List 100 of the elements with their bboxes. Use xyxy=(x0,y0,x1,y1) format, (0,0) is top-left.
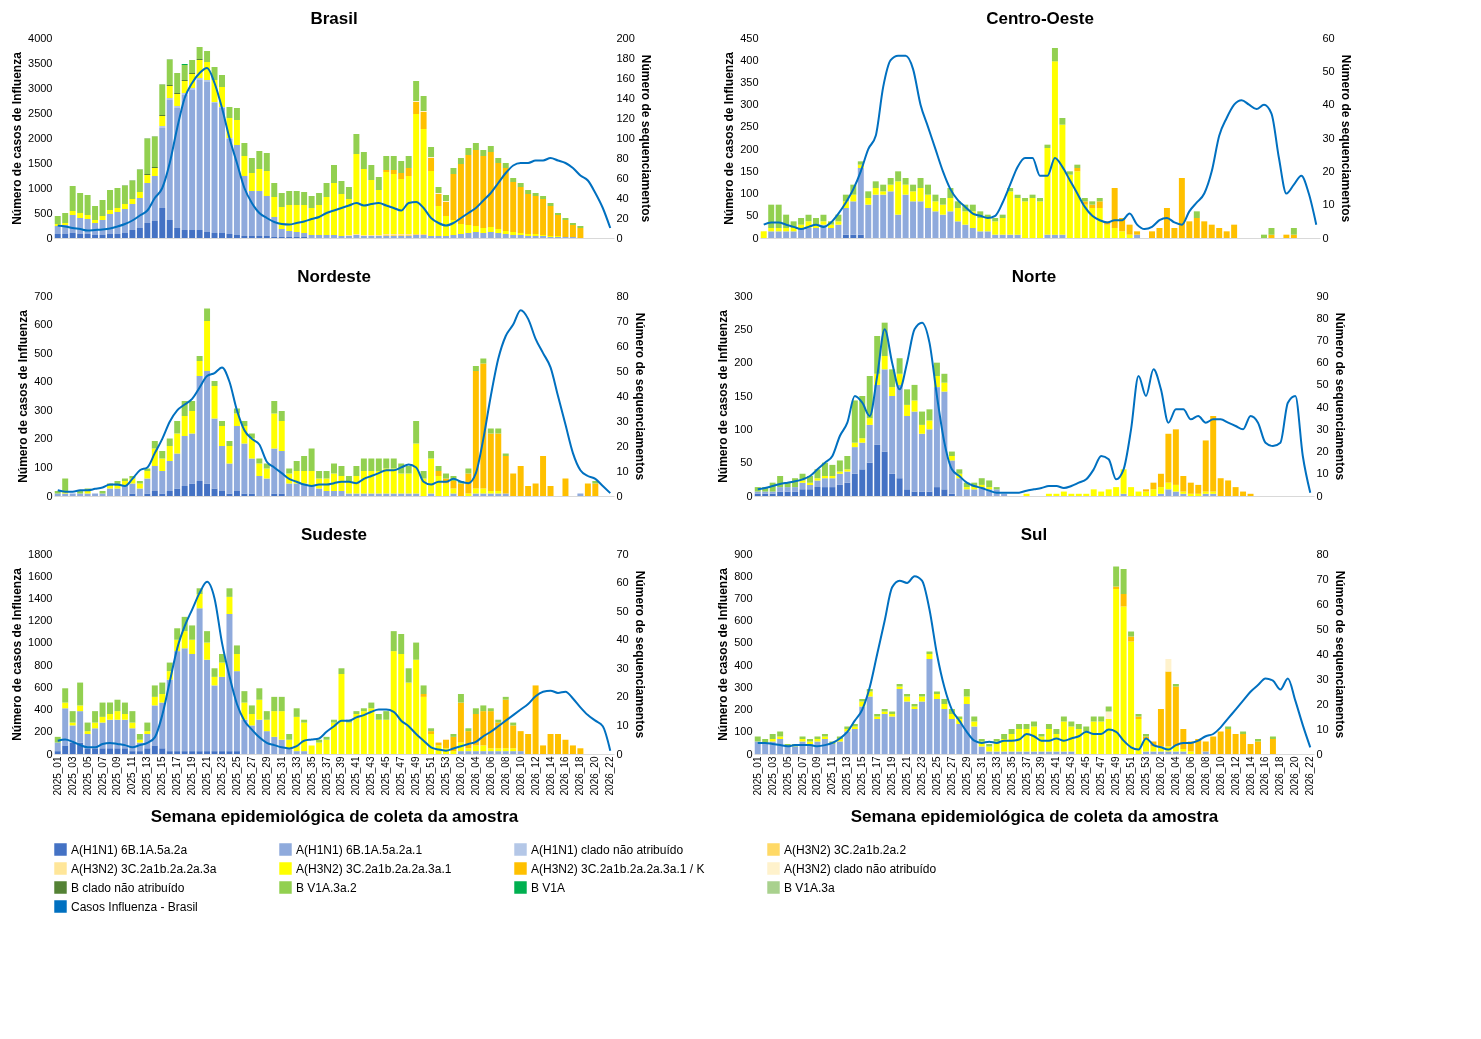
y-tick-label: 100 xyxy=(740,187,759,200)
x-tick-label: 2025_15 xyxy=(856,756,868,796)
y2-tick-label: 40 xyxy=(616,389,629,402)
y-tick-label: 1400 xyxy=(28,591,53,604)
chart-title: Nordeste xyxy=(297,267,371,286)
y2-tick-label: 40 xyxy=(616,191,629,204)
legend-label: A(H1N1) clado não atribuído xyxy=(531,842,684,857)
x-tick-label: 2026_20 xyxy=(589,756,601,796)
y-tick-label: 0 xyxy=(746,747,753,760)
y2-tick-label: 70 xyxy=(1316,572,1329,585)
y-tick-label: 50 xyxy=(746,209,759,222)
y2-tick-label: 40 xyxy=(616,633,629,646)
y2-tick-label: 120 xyxy=(616,111,635,124)
x-tick-label: 2025_51 xyxy=(425,756,437,796)
y2-tick-label: 30 xyxy=(1316,422,1329,435)
y-tick-label: 100 xyxy=(734,725,753,738)
y2-tick-label: 20 xyxy=(1322,164,1335,177)
legend-label: A(H1N1) 6B.1A.5a.2a xyxy=(71,842,188,857)
y-tick-label: 200 xyxy=(734,703,753,716)
x-tick-label: 2025_39 xyxy=(335,756,347,796)
y-tick-label: 900 xyxy=(734,547,753,560)
y-tick-label: 600 xyxy=(34,318,53,331)
y2-axis-title: Número de sequenciamentos xyxy=(632,312,647,481)
y2-tick-label: 60 xyxy=(1322,31,1335,44)
y2-tick-label: 80 xyxy=(616,151,629,164)
y-tick-label: 300 xyxy=(734,289,753,302)
y2-tick-label: 0 xyxy=(1316,747,1323,760)
x-tick-label: 2025_27 xyxy=(945,756,957,796)
y2-tick-label: 20 xyxy=(1316,445,1329,458)
y-axis-title: Número de casos de Influenza xyxy=(716,309,731,483)
x-tick-label: 2025_51 xyxy=(1125,756,1137,796)
y-tick-label: 200 xyxy=(34,432,53,445)
y2-axis-title: Número de sequenciamentos xyxy=(632,570,647,739)
y2-tick-label: 50 xyxy=(1322,64,1335,77)
y2-tick-label: 30 xyxy=(1316,672,1329,685)
y-tick-label: 400 xyxy=(740,53,759,66)
x-tick-label: 2025_13 xyxy=(841,756,853,796)
x-tick-label: 2025_29 xyxy=(260,756,272,796)
y2-tick-label: 60 xyxy=(1316,597,1329,610)
x-tick-label: 2025_47 xyxy=(395,756,407,796)
x-tick-label: 2026_06 xyxy=(484,756,496,796)
y2-tick-label: 140 xyxy=(616,91,635,104)
x-tick-label: 2025_39 xyxy=(1035,756,1047,796)
chart-title: Sul xyxy=(1020,525,1048,544)
x-tick-label: 2025_11 xyxy=(826,756,838,795)
y-tick-label: 100 xyxy=(734,422,753,435)
y-tick-label: 3500 xyxy=(28,56,53,69)
legend-label: A(H3N2) 3C.2a1b.2a.2 xyxy=(784,842,907,857)
chart-title: Norte xyxy=(1011,267,1057,286)
x-tick-label: 2025_33 xyxy=(290,756,302,796)
y-tick-label: 1000 xyxy=(28,636,53,649)
y-tick-label: 400 xyxy=(34,703,53,716)
x-tick-label: 2026_10 xyxy=(514,756,526,796)
y2-tick-label: 0 xyxy=(616,747,623,760)
x-tick-label: 2025_31 xyxy=(275,756,287,796)
y-tick-label: 500 xyxy=(34,346,53,359)
legend-label: A(H3N2) 3C.2a1b.2a.2a.3a xyxy=(71,861,217,876)
x-tick-label: 2025_31 xyxy=(975,756,987,796)
y2-tick-label: 60 xyxy=(1316,356,1329,369)
y-tick-label: 50 xyxy=(740,456,753,469)
y-tick-label: 200 xyxy=(740,142,759,155)
chart-title: Centro-Oeste xyxy=(986,9,1094,28)
y2-tick-label: 70 xyxy=(616,314,629,327)
y-tick-label: 0 xyxy=(46,489,53,502)
legend-label: B V1A.3a xyxy=(784,880,836,895)
x-tick-label: 2026_16 xyxy=(1259,756,1271,796)
x-tick-label: 2026_04 xyxy=(1169,756,1181,796)
x-tick-label: 2025_07 xyxy=(96,756,108,796)
y-axis-title: Número de casos de Influenza xyxy=(10,51,25,225)
y2-tick-label: 20 xyxy=(616,690,629,703)
x-tick-label: 2025_05 xyxy=(781,756,793,796)
y2-tick-label: 30 xyxy=(1322,131,1335,144)
y-tick-label: 3000 xyxy=(28,81,53,94)
chart-title: Sudeste xyxy=(300,525,368,544)
y-tick-label: 450 xyxy=(740,31,759,44)
y2-tick-label: 180 xyxy=(616,51,635,64)
x-tick-label: 2026_18 xyxy=(574,756,586,796)
y2-tick-label: 70 xyxy=(616,547,629,560)
y-axis-title: Número de casos de Influenza xyxy=(716,567,731,741)
y-tick-label: 1000 xyxy=(28,181,53,194)
y2-tick-label: 50 xyxy=(1316,622,1329,635)
y2-tick-label: 80 xyxy=(1316,311,1329,324)
y-tick-label: 150 xyxy=(740,164,759,177)
x-tick-label: 2026_12 xyxy=(529,756,541,796)
y-tick-label: 250 xyxy=(734,322,753,335)
y-axis-title: Número de casos de Influenza xyxy=(10,567,25,741)
y-tick-label: 400 xyxy=(34,375,53,388)
x-tick-label: 2025_41 xyxy=(1050,756,1062,796)
y-tick-label: 600 xyxy=(734,614,753,627)
x-tick-label: 2025_53 xyxy=(1140,756,1151,796)
y-tick-label: 100 xyxy=(34,460,53,473)
y-tick-label: 1600 xyxy=(28,569,53,582)
y2-tick-label: 0 xyxy=(1316,489,1323,502)
x-tick-label: 2026_18 xyxy=(1274,756,1286,796)
x-tick-label: 2026_08 xyxy=(499,756,511,796)
y-tick-label: 300 xyxy=(34,403,53,416)
x-tick-label: 2025_25 xyxy=(230,756,242,796)
y2-tick-label: 10 xyxy=(616,718,629,731)
x-tick-label: 2025_37 xyxy=(320,756,332,796)
x-tick-label: 2026_12 xyxy=(1229,756,1241,796)
